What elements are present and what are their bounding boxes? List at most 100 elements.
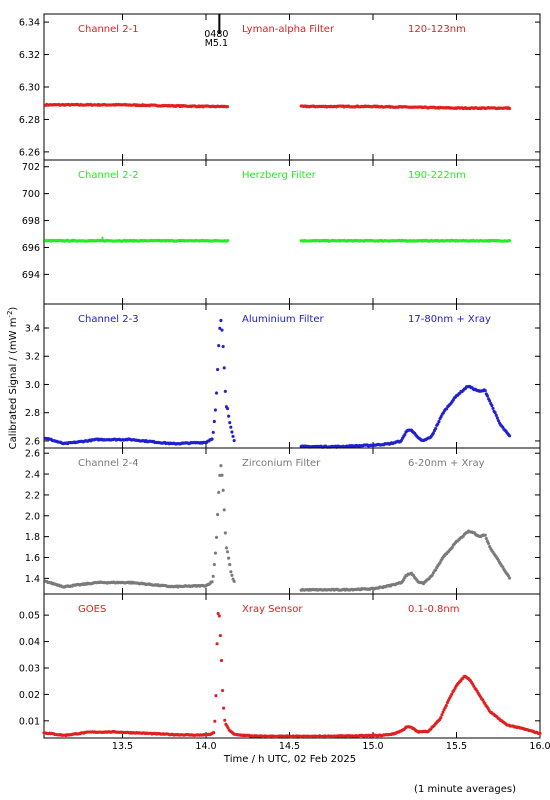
y-tick-label: 0.04 (19, 637, 40, 648)
data-point (104, 730, 108, 734)
data-point (227, 414, 231, 418)
data-point (451, 690, 455, 694)
panel-filter-label: Xray Sensor (242, 604, 303, 615)
data-point (429, 727, 433, 731)
y-tick-label: 3.4 (25, 324, 40, 335)
data-point (436, 564, 440, 568)
data-point (435, 565, 439, 570)
data-point (214, 391, 219, 395)
data-point (227, 556, 231, 560)
y-tick-label: 1.4 (25, 574, 40, 585)
data-point (438, 416, 442, 421)
data-point (488, 399, 492, 403)
data-point (232, 579, 236, 583)
data-point (400, 436, 405, 440)
data-point (485, 539, 490, 543)
footnote: (1 minute averages) (414, 784, 516, 795)
data-point (487, 709, 491, 713)
data-point (402, 577, 406, 582)
y-tick-label: 0.03 (19, 663, 40, 674)
data-point (472, 684, 476, 688)
data-point (453, 541, 458, 545)
data-point (226, 726, 230, 730)
data-point (399, 438, 404, 442)
data-point (214, 694, 218, 698)
data-point (452, 542, 456, 546)
x-tick-label: 16.0 (529, 741, 550, 752)
data-point (317, 238, 321, 243)
y-tick-label: 6.32 (19, 50, 40, 61)
data-point (485, 705, 489, 709)
data-point (229, 570, 233, 574)
data-point (497, 421, 502, 425)
data-point (452, 688, 456, 692)
data-point (445, 407, 449, 411)
data-point (216, 611, 220, 616)
data-point (409, 428, 414, 432)
data-point (356, 587, 361, 591)
data-point (461, 534, 465, 538)
data-point (489, 401, 493, 406)
data-point (482, 700, 486, 704)
data-point (490, 404, 494, 408)
data-point (506, 432, 511, 437)
data-point (376, 442, 380, 446)
data-point (219, 658, 224, 663)
data-point (221, 488, 225, 492)
data-point (451, 398, 455, 402)
data-point (489, 547, 493, 551)
data-point (431, 431, 436, 435)
data-point (222, 366, 226, 370)
data-point (343, 444, 347, 449)
data-point (475, 689, 479, 693)
panel-channel-label: Channel 2-3 (78, 314, 139, 325)
flare-marker-class: M5.1 (205, 38, 228, 49)
data-point (428, 436, 432, 440)
data-point (435, 423, 439, 428)
data-point (442, 707, 446, 712)
data-point (251, 734, 256, 738)
data-point (452, 238, 456, 243)
data-point (440, 713, 444, 717)
x-tick-label: 15.5 (446, 741, 467, 752)
data-point (491, 550, 495, 554)
data-point (431, 571, 436, 575)
data-point (238, 733, 242, 737)
panel-channel-2-1: 6.26 6.28 6.30 6.32 6.34 Channel 2-1 Lyman-alp… (19, 13, 541, 161)
data-point (497, 560, 502, 565)
data-point (193, 441, 198, 445)
data-point (499, 562, 503, 566)
data-point (507, 106, 512, 111)
y-tick-label: 2.2 (25, 490, 40, 501)
series-points (44, 236, 512, 243)
data-point (492, 552, 496, 556)
data-point (507, 239, 512, 243)
y-tick-label: 2.8 (25, 408, 40, 419)
data-point (450, 692, 454, 696)
data-point (470, 680, 474, 685)
data-point (165, 103, 169, 108)
data-point (229, 425, 233, 429)
data-point (224, 546, 229, 550)
data-point (409, 571, 414, 575)
data-point (506, 574, 511, 578)
data-point (484, 536, 488, 541)
data-point (328, 445, 332, 449)
data-point (494, 413, 498, 417)
panel-filter-label: Zirconium Filter (242, 458, 321, 469)
data-point (486, 706, 490, 711)
panel-channel-2-2: 694 696 698 700 702 Channel 2-2 Herzberg Filte… (22, 159, 541, 305)
data-point (481, 698, 485, 702)
panel-frame (43, 159, 541, 305)
data-point (211, 430, 215, 434)
data-point (413, 575, 417, 580)
series-points (44, 102, 512, 111)
data-point (218, 473, 222, 477)
panel-channel-2-3: 2.6 2.8 3.0 3.2 3.4 Channel 2-3 Aluminium Filt… (25, 303, 541, 449)
data-point (445, 551, 449, 556)
data-point (438, 717, 442, 722)
data-point (208, 581, 212, 586)
data-point (501, 565, 505, 569)
data-point (444, 703, 448, 708)
data-point (441, 555, 445, 559)
